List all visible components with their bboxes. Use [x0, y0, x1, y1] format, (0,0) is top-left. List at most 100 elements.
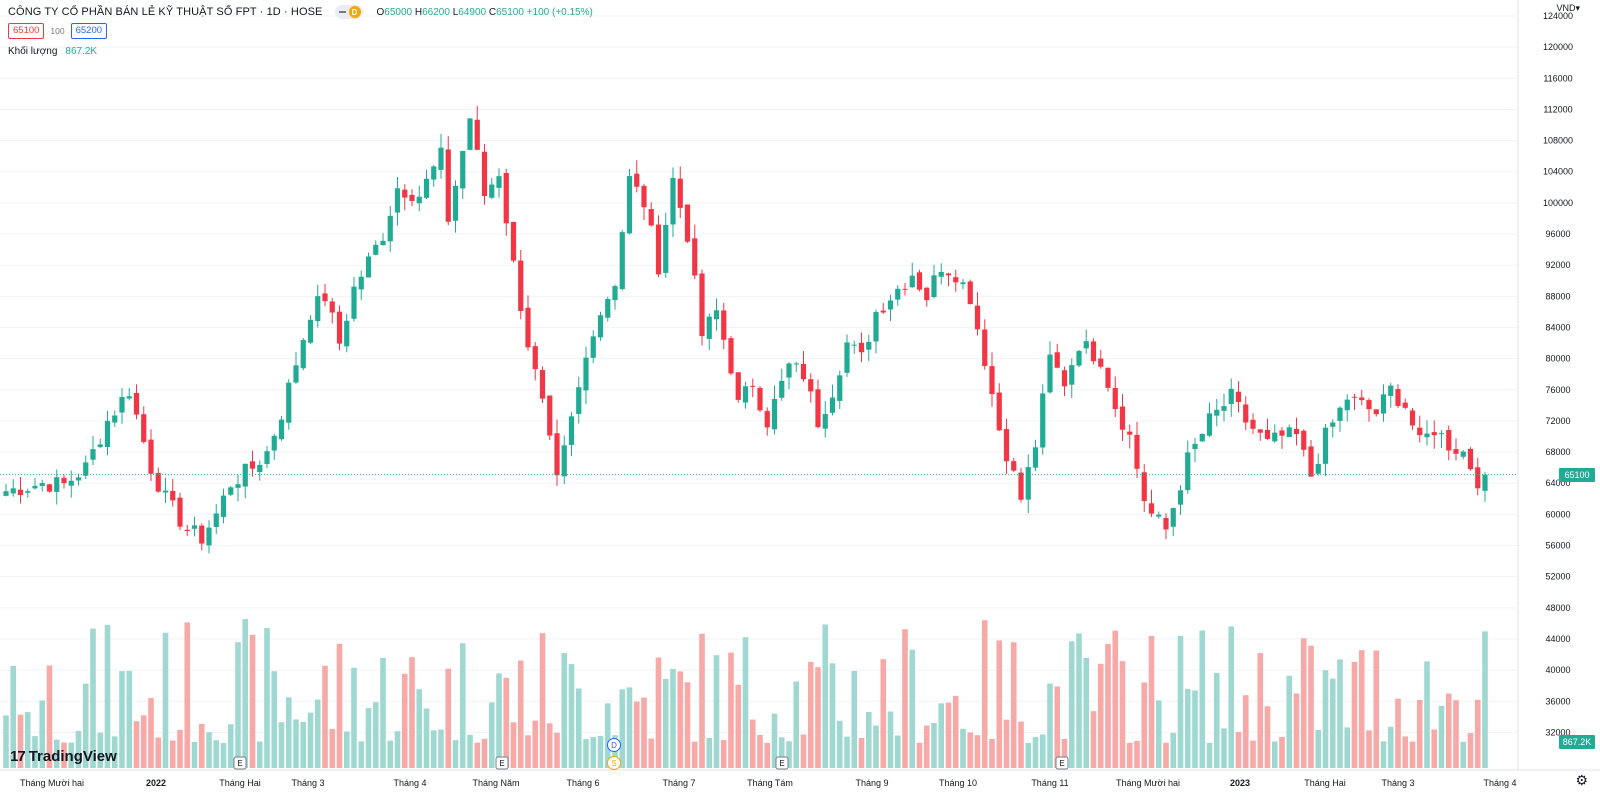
candle-body	[1373, 409, 1379, 415]
volume-bar	[786, 741, 792, 768]
volume-bar	[119, 671, 125, 768]
candle-body	[17, 489, 24, 496]
volume-bar	[358, 741, 365, 768]
price-tick-label: 120000	[1543, 42, 1573, 52]
volume-bar	[1279, 736, 1285, 768]
candle-body	[1453, 449, 1459, 454]
volume-bar	[314, 699, 321, 768]
volume-bar	[264, 628, 270, 768]
volume-bar	[1192, 690, 1198, 768]
currency-selector[interactable]: VND▾	[1556, 3, 1580, 13]
volume-bar	[1054, 686, 1061, 768]
candle-body	[329, 301, 335, 313]
volume-bar	[481, 738, 488, 768]
candle-body	[750, 385, 756, 387]
volume-bar	[39, 700, 46, 768]
candle-body	[293, 365, 299, 383]
bid-button[interactable]: 65100	[8, 23, 45, 39]
volume-bar	[735, 684, 742, 768]
volume-bar	[133, 721, 140, 768]
candle-body	[220, 495, 227, 517]
status-badge: D	[348, 6, 361, 18]
candle-body	[844, 342, 850, 373]
volume-bar	[1163, 742, 1169, 768]
volume-bar	[271, 671, 278, 768]
symbol-title[interactable]: CÔNG TY CỔ PHẦN BÁN LẺ KỸ THUẬT SỐ FPT ·…	[8, 6, 323, 18]
price-tick-label: 84000	[1545, 322, 1570, 332]
volume-bar	[728, 652, 734, 768]
volume-bar	[989, 738, 995, 768]
time-tick-label: Tháng 9	[855, 778, 888, 788]
candle-body	[829, 397, 836, 413]
volume-bar	[742, 637, 749, 768]
time-tick-label: Tháng 3	[1381, 778, 1414, 788]
candle-body	[489, 184, 495, 198]
candle-body	[663, 224, 669, 273]
earnings-marker	[495, 756, 509, 770]
tradingview-logo[interactable]: 17 TradingView	[10, 748, 117, 765]
gear-icon[interactable]: ⚙	[1575, 772, 1588, 788]
candle-body	[626, 176, 633, 234]
candle-body	[590, 336, 596, 358]
candle-body	[249, 461, 256, 469]
volume-bar	[68, 742, 75, 768]
candle-body	[1199, 433, 1205, 442]
candle-body	[1134, 434, 1140, 469]
volume-bar	[807, 661, 814, 768]
earnings-marker	[233, 756, 247, 770]
candle-body	[880, 310, 886, 313]
volume-bar	[1366, 730, 1372, 768]
volume-bar	[351, 667, 357, 768]
volume-bar	[452, 740, 459, 768]
volume-bar	[198, 723, 205, 768]
candle-body	[699, 273, 705, 337]
candle-body	[83, 462, 89, 476]
candle-body	[1388, 385, 1394, 396]
candle-body	[39, 483, 45, 486]
volume-bar	[285, 697, 292, 768]
candle-body	[1032, 447, 1039, 468]
candle-body	[1337, 407, 1343, 421]
volume-bar	[568, 664, 575, 768]
candle-body	[1424, 433, 1430, 438]
candle-body	[924, 287, 930, 301]
event-marker-label: E	[499, 759, 504, 768]
candle-body	[75, 477, 82, 481]
time-tick-label: Tháng 11	[1031, 778, 1068, 788]
candle-body	[1315, 463, 1321, 474]
candle-body	[336, 311, 343, 344]
volume-bar	[561, 652, 568, 768]
volume-legend[interactable]: Khối lượng 867.2K	[8, 46, 97, 57]
event-marker-label: E	[237, 759, 242, 768]
candle-body	[68, 480, 74, 486]
time-tick-label: Tháng Mười hai	[20, 778, 84, 788]
volume-bar	[1010, 642, 1017, 768]
price-tick-label: 80000	[1545, 354, 1570, 364]
time-tick-label: Tháng 10	[939, 778, 977, 788]
last-price-badge: 65100	[1559, 467, 1595, 482]
candle-body	[547, 395, 553, 436]
volume-bar	[662, 678, 669, 768]
volume-bar	[1402, 736, 1409, 768]
candle-body	[170, 490, 176, 501]
candle-body	[1090, 341, 1097, 362]
volume-bar	[1061, 738, 1068, 768]
volume-bar	[713, 655, 720, 768]
ask-button[interactable]: 65200	[70, 23, 108, 39]
market-status[interactable]: D	[334, 5, 363, 19]
price-tick-label: 32000	[1545, 727, 1570, 737]
volume-bar	[844, 736, 850, 768]
time-tick-label: 2023	[1230, 778, 1250, 788]
volume-bar	[1482, 631, 1488, 768]
spread: 100	[50, 26, 65, 36]
candle-body	[1170, 508, 1176, 527]
split-marker	[607, 756, 621, 770]
candle-body	[148, 439, 154, 474]
logo-text: TradingView	[28, 748, 117, 765]
candle-body	[315, 296, 321, 322]
price-tick-label: 56000	[1545, 541, 1570, 551]
volume-bar	[1271, 741, 1278, 768]
candle-body	[1025, 467, 1031, 500]
candle-body	[257, 464, 263, 473]
